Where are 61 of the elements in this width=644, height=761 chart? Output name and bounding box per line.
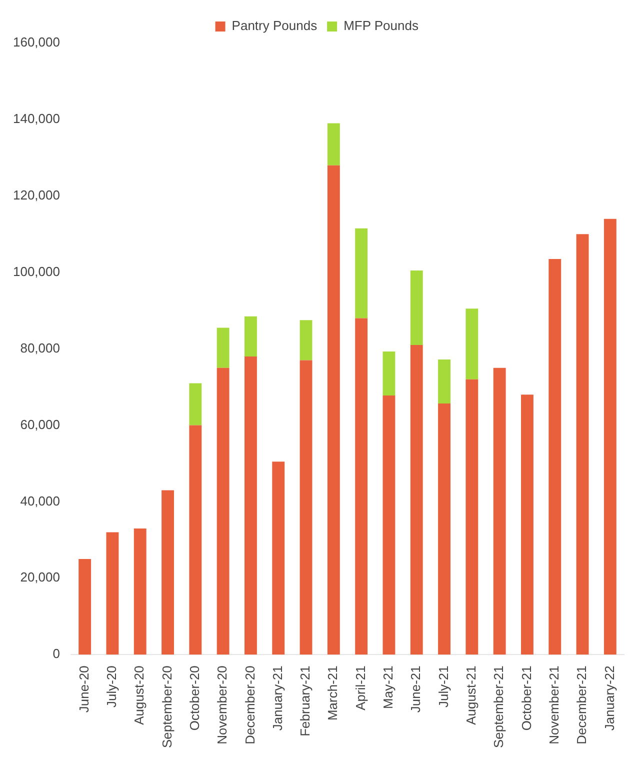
x-tick-label: October-21 xyxy=(518,666,534,731)
legend-label: MFP Pounds xyxy=(344,18,419,34)
x-tick-label: June-20 xyxy=(76,666,92,713)
x-tick-label: July-21 xyxy=(436,666,451,708)
bar xyxy=(327,165,340,655)
x-tick-label: September-21 xyxy=(491,666,506,748)
bar xyxy=(576,234,589,655)
bar xyxy=(410,270,423,345)
x-tick-label: August-21 xyxy=(464,666,478,725)
y-tick-label: 100,000 xyxy=(12,264,60,279)
x-tick-label: October-20 xyxy=(186,666,202,731)
x-tick-label: November-21 xyxy=(546,666,562,744)
bar xyxy=(244,316,257,356)
bar xyxy=(300,320,312,360)
x-tick-label: November-20 xyxy=(214,666,230,744)
bar xyxy=(216,368,230,655)
bar xyxy=(244,356,257,655)
bar xyxy=(355,228,368,318)
bar xyxy=(438,360,450,404)
bar xyxy=(189,383,202,426)
y-tick-label: 120,000 xyxy=(12,187,60,202)
x-tick-label: February-21 xyxy=(298,666,313,736)
x-tick-label: July-20 xyxy=(104,666,120,708)
bar xyxy=(466,308,478,380)
bar xyxy=(548,258,562,655)
legend-label: Pantry Pounds xyxy=(232,18,318,34)
bar xyxy=(300,360,312,655)
x-tick-label: June-21 xyxy=(408,666,424,713)
x-tick-label: January-22 xyxy=(602,666,617,731)
bar xyxy=(382,351,396,396)
bar xyxy=(162,490,174,655)
x-tick-label: January-21 xyxy=(270,666,285,731)
bar xyxy=(78,559,92,655)
bar xyxy=(438,403,450,655)
x-tick-label: September-20 xyxy=(159,666,174,748)
y-tick-label: 80,000 xyxy=(20,340,60,356)
y-tick-label: 60,000 xyxy=(20,416,60,432)
bar xyxy=(493,368,506,655)
x-tick-label: August-20 xyxy=(132,666,147,725)
y-tick-label: 0 xyxy=(52,646,60,662)
bar xyxy=(216,328,230,368)
bar xyxy=(466,379,478,655)
y-tick-label: 20,000 xyxy=(20,570,60,585)
bar xyxy=(382,395,396,655)
x-tick-label: April-21 xyxy=(352,666,368,710)
x-tick-label: December-21 xyxy=(574,666,590,744)
bar xyxy=(106,532,119,655)
y-tick-label: 160,000 xyxy=(12,34,60,50)
bar xyxy=(410,344,423,655)
y-tick-label: 140,000 xyxy=(12,111,60,126)
bar xyxy=(327,123,340,166)
bar xyxy=(189,425,202,655)
bar xyxy=(355,318,368,655)
y-tick-label: 40,000 xyxy=(20,493,60,508)
bar xyxy=(604,218,616,655)
x-tick-label: May-21 xyxy=(380,666,396,709)
x-tick-label: December-20 xyxy=(242,666,258,744)
bar xyxy=(134,528,146,655)
bar xyxy=(521,394,534,655)
bar xyxy=(272,462,285,655)
x-tick-label: March-21 xyxy=(325,666,340,721)
